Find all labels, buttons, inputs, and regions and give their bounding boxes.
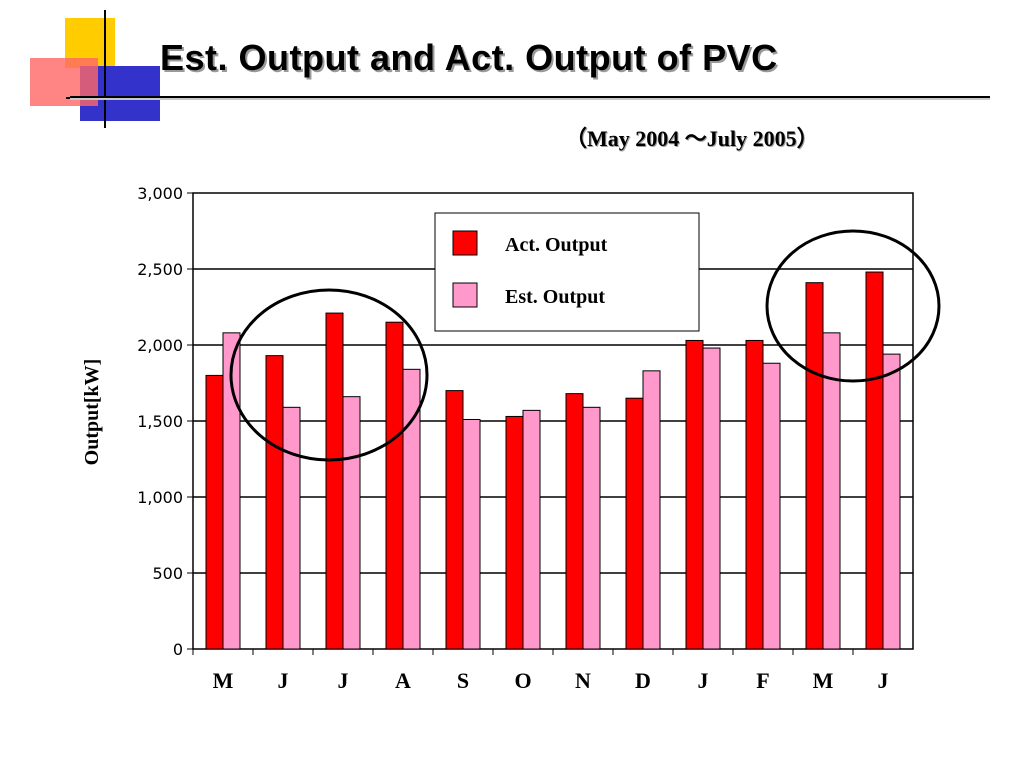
y-tick-label: 1,500 xyxy=(137,412,183,431)
est-output-bar-4 xyxy=(462,418,481,650)
x-tick-label: O xyxy=(514,668,531,693)
y-tick-label: 2,000 xyxy=(137,336,183,355)
y-tick-label: 3,000 xyxy=(137,184,183,203)
est-output-bar-3 xyxy=(402,368,421,650)
est-output-bar-0 xyxy=(222,332,241,650)
act-output-bar-3 xyxy=(385,321,404,650)
act-output-bar-7 xyxy=(625,397,644,650)
act-output-bar-2 xyxy=(325,312,344,650)
x-tick-label: S xyxy=(457,668,469,693)
est-output-bar-10 xyxy=(822,332,841,650)
x-tick-label: J xyxy=(878,668,889,693)
act-output-bar-10 xyxy=(805,282,824,650)
page-title: Est. Output and Act. Output of PVC xyxy=(160,37,778,78)
annotation-circle-may-jun-2005 xyxy=(765,229,941,383)
act-output-bar-11 xyxy=(865,271,884,650)
est-output-bar-2 xyxy=(342,396,361,650)
est-output-bar-11 xyxy=(882,353,901,650)
act-output-bar-9 xyxy=(745,339,764,650)
y-tick-label: 0 xyxy=(173,640,183,659)
act-output-bar-5 xyxy=(505,415,524,650)
est-output-bar-9 xyxy=(762,362,781,650)
x-tick-label: D xyxy=(635,668,651,693)
x-tick-label: J xyxy=(278,668,289,693)
x-tick-label: J xyxy=(338,668,349,693)
legend-swatch-0 xyxy=(452,230,478,256)
legend-swatch-1 xyxy=(452,282,478,308)
est-output-bar-6 xyxy=(582,406,601,650)
legend-label-0: Act. Output xyxy=(505,234,608,256)
x-tick-label: J xyxy=(698,668,709,693)
legend-label-1: Est. Output xyxy=(505,286,605,308)
x-tick-label: M xyxy=(213,668,234,693)
x-tick-label: F xyxy=(756,668,769,693)
est-output-bar-5 xyxy=(522,409,541,650)
act-output-bar-1 xyxy=(265,355,284,650)
y-axis-label: Output[kW] xyxy=(81,359,103,466)
title-divider xyxy=(70,96,990,100)
est-output-bar-1 xyxy=(282,406,301,650)
act-output-bar-4 xyxy=(445,390,464,650)
act-output-bar-0 xyxy=(205,374,224,650)
date-range-subtitle: （May 2004 ～July 2005） xyxy=(565,126,819,151)
annotation-circle-summer-2004 xyxy=(229,288,429,462)
est-output-bar-8 xyxy=(702,347,721,650)
act-output-bar-6 xyxy=(565,393,584,650)
y-tick-label: 2,500 xyxy=(137,260,183,279)
x-tick-label: M xyxy=(813,668,834,693)
y-tick-label: 500 xyxy=(152,564,183,583)
est-output-bar-7 xyxy=(642,370,661,650)
y-tick-label: 1,000 xyxy=(137,488,183,507)
x-tick-label: A xyxy=(395,668,411,693)
legend-box xyxy=(434,212,700,332)
act-output-bar-8 xyxy=(685,339,704,650)
x-tick-label: N xyxy=(575,668,591,693)
